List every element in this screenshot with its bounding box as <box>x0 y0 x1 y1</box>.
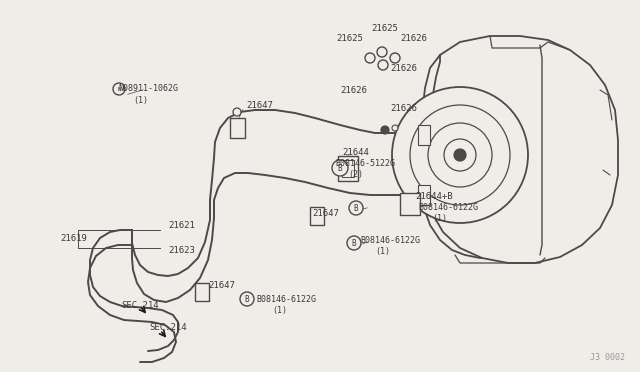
Text: B: B <box>354 203 358 212</box>
Text: (1): (1) <box>375 247 390 256</box>
Text: 21621: 21621 <box>168 221 195 230</box>
Text: 21626: 21626 <box>400 33 427 42</box>
Text: B08146-6122G: B08146-6122G <box>360 235 420 244</box>
Circle shape <box>233 108 241 116</box>
Text: 21647: 21647 <box>312 208 339 218</box>
Text: 21644: 21644 <box>342 148 369 157</box>
Text: N: N <box>117 87 121 92</box>
Text: B08146-6122G: B08146-6122G <box>256 295 316 305</box>
Circle shape <box>428 123 492 187</box>
Text: B: B <box>244 295 250 304</box>
Circle shape <box>390 53 400 63</box>
Text: B08146-5122G: B08146-5122G <box>335 158 395 167</box>
Circle shape <box>113 83 125 95</box>
Text: (2): (2) <box>348 170 363 179</box>
Text: 21623: 21623 <box>168 246 195 254</box>
Circle shape <box>377 47 387 57</box>
Text: SEC.214: SEC.214 <box>149 324 187 333</box>
Circle shape <box>392 125 398 131</box>
Bar <box>338 156 358 181</box>
Text: 21625: 21625 <box>337 33 364 42</box>
Circle shape <box>347 236 361 250</box>
Text: B: B <box>352 238 356 247</box>
Bar <box>418 185 430 205</box>
Bar <box>400 193 420 215</box>
Text: 21625: 21625 <box>372 23 399 32</box>
Bar <box>195 283 209 301</box>
Text: (1): (1) <box>272 307 287 315</box>
Bar <box>230 118 245 138</box>
Circle shape <box>410 105 510 205</box>
Circle shape <box>444 139 476 171</box>
Text: 21647: 21647 <box>208 282 235 291</box>
Text: B: B <box>338 164 342 173</box>
Text: SEC.214: SEC.214 <box>121 301 159 310</box>
Circle shape <box>349 201 363 215</box>
Bar <box>418 125 430 145</box>
Text: J3 0002: J3 0002 <box>590 353 625 362</box>
Text: 21619: 21619 <box>60 234 87 243</box>
Circle shape <box>378 60 388 70</box>
Text: 21647: 21647 <box>246 100 273 109</box>
Text: (1): (1) <box>133 96 148 105</box>
Text: N08911-1062G: N08911-1062G <box>118 83 178 93</box>
Text: (1): (1) <box>432 214 447 222</box>
Bar <box>310 207 324 225</box>
Text: 21644+B: 21644+B <box>415 192 452 201</box>
Circle shape <box>454 149 466 161</box>
Circle shape <box>240 292 254 306</box>
Bar <box>342 160 354 177</box>
Text: B08146-6122G: B08146-6122G <box>418 202 478 212</box>
Text: 21626: 21626 <box>340 86 367 94</box>
Text: 21626: 21626 <box>390 103 417 112</box>
Circle shape <box>381 126 389 134</box>
Text: 21626: 21626 <box>390 64 417 73</box>
Circle shape <box>392 87 528 223</box>
Circle shape <box>332 160 348 176</box>
Circle shape <box>365 53 375 63</box>
